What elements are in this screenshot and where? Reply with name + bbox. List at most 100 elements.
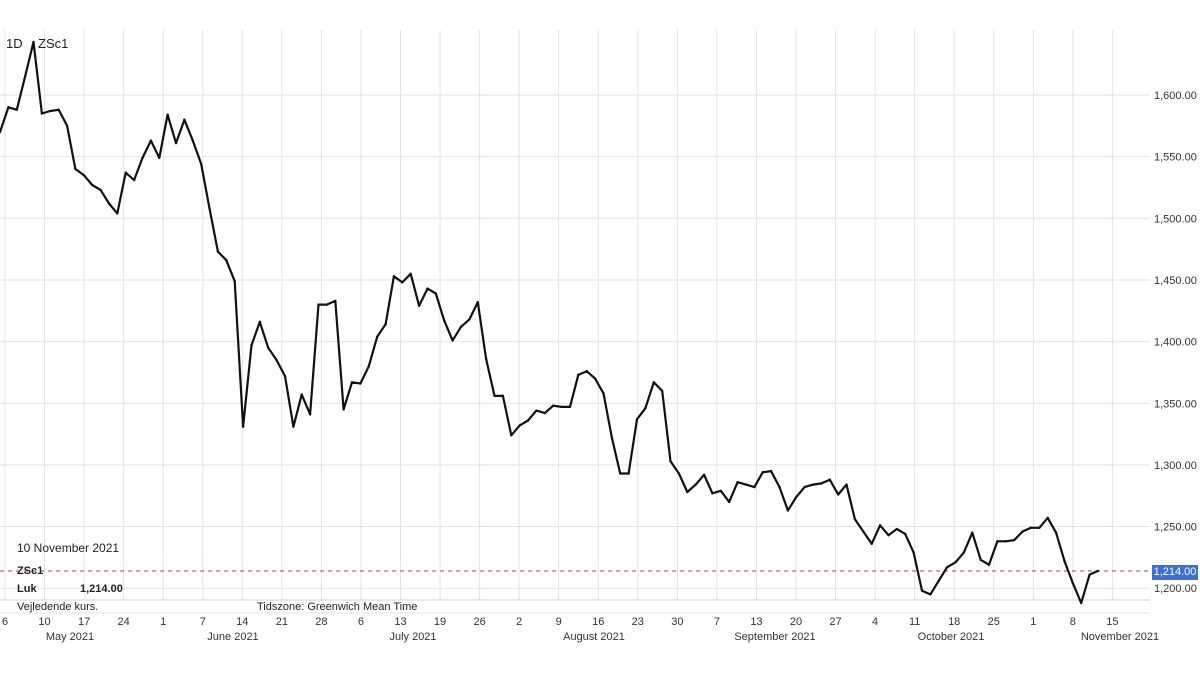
x-tick-label: 10	[38, 616, 50, 628]
x-tick-label: 6	[2, 616, 8, 628]
month-label: November 2021	[1081, 631, 1159, 643]
price-point	[786, 509, 790, 512]
x-tick-label: 4	[872, 616, 878, 628]
price-point	[300, 393, 303, 396]
x-tick-label: 7	[714, 616, 720, 628]
last-price-tag: 1,214.00	[1152, 565, 1198, 580]
price-point	[174, 141, 178, 145]
price-point	[811, 483, 815, 486]
price-point	[65, 124, 69, 128]
x-tick-label: 2	[516, 616, 522, 628]
price-point	[434, 292, 438, 295]
price-point	[476, 300, 479, 304]
price-point	[426, 287, 429, 290]
month-label: May 2021	[46, 631, 94, 643]
y-tick-label: 1,500.00	[1154, 213, 1197, 225]
price-point	[1063, 559, 1066, 563]
month-label: September 2021	[734, 631, 815, 643]
price-point	[971, 531, 974, 534]
price-point	[736, 480, 739, 484]
x-tick-label: 6	[358, 616, 364, 628]
y-tick-label: 1,450.00	[1154, 275, 1197, 287]
price-point	[158, 156, 161, 160]
info-symbol: ZSc1	[17, 565, 44, 577]
price-point	[40, 112, 44, 115]
x-tick-label: 24	[118, 616, 130, 628]
info-close-value: 1,214.00	[80, 583, 123, 595]
price-point	[375, 335, 379, 338]
price-point	[728, 500, 731, 504]
price-point	[510, 434, 513, 437]
price-point	[895, 527, 899, 531]
x-tick-label: 28	[315, 616, 327, 628]
price-point	[711, 492, 714, 495]
price-point	[795, 495, 798, 499]
x-tick-label: 1	[1030, 616, 1036, 628]
price-point	[183, 118, 186, 121]
price-point	[853, 517, 857, 521]
price-point	[904, 532, 907, 536]
price-point	[644, 406, 647, 410]
x-tick-label: 9	[556, 616, 562, 628]
price-point	[250, 344, 253, 347]
price-point	[82, 173, 86, 177]
x-tick-label: 11	[909, 616, 920, 628]
x-tick-label: 7	[200, 616, 206, 628]
y-tick-label: 1,400.00	[1154, 337, 1197, 349]
price-point	[744, 483, 748, 486]
price-point	[828, 478, 831, 481]
month-label: July 2021	[389, 631, 436, 643]
x-tick-label: 21	[276, 616, 288, 628]
price-point	[258, 320, 262, 324]
month-label: June 2021	[207, 631, 258, 643]
price-point	[560, 405, 563, 409]
x-tick-label: 8	[1070, 616, 1076, 628]
price-point	[350, 381, 354, 384]
price-point	[1080, 601, 1083, 605]
price-point	[57, 108, 60, 111]
info-note: Vejledende kurs.	[17, 601, 99, 613]
price-point	[568, 405, 572, 409]
price-point	[443, 319, 446, 322]
price-point	[887, 533, 890, 537]
price-point	[987, 563, 991, 566]
price-point	[535, 409, 538, 412]
price-point	[669, 460, 672, 463]
price-point	[501, 394, 505, 398]
x-tick-label: 25	[988, 616, 1000, 628]
price-point	[769, 469, 773, 473]
price-point	[929, 593, 932, 596]
price-point	[225, 259, 228, 262]
price-point	[1071, 582, 1075, 585]
price-point	[753, 485, 756, 489]
price-point	[367, 365, 370, 368]
x-tick-label: 13	[394, 616, 406, 628]
x-tick-label: 27	[829, 616, 841, 628]
price-point	[820, 482, 823, 485]
price-point	[166, 113, 169, 116]
price-point	[602, 392, 605, 395]
price-point	[334, 299, 337, 303]
price-point	[124, 171, 127, 174]
price-point	[719, 489, 723, 492]
x-tick-label: 1	[160, 616, 166, 628]
price-point	[401, 281, 404, 284]
price-point	[107, 202, 111, 205]
price-point	[870, 542, 873, 546]
interval-label[interactable]: 1D	[6, 36, 23, 51]
price-point	[619, 472, 622, 475]
price-point	[116, 212, 119, 215]
price-point	[0, 130, 2, 134]
price-point	[49, 109, 52, 113]
price-point	[317, 303, 320, 306]
price-point	[803, 485, 806, 489]
price-point	[518, 424, 521, 427]
price-point	[149, 139, 153, 142]
price-point	[1046, 516, 1049, 520]
price-point	[267, 346, 270, 349]
y-tick-label: 1,250.00	[1154, 522, 1197, 534]
x-tick-label: 30	[671, 616, 683, 628]
price-point	[417, 304, 421, 308]
price-point	[241, 425, 245, 428]
price-point	[610, 436, 614, 439]
